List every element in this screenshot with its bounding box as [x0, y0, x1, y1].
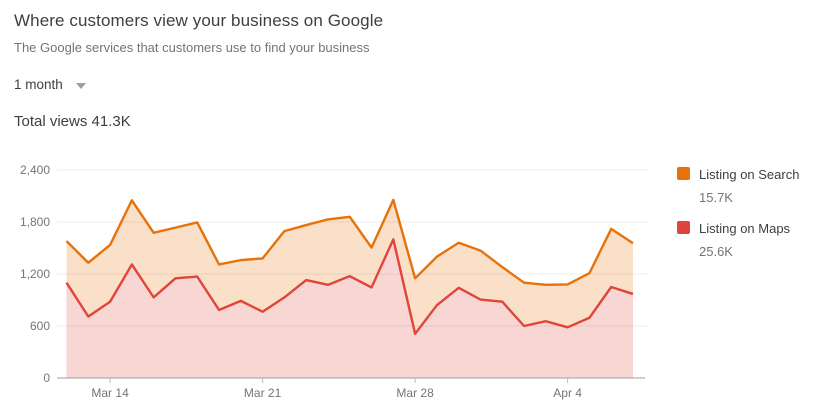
page-title: Where customers view your business on Go… [14, 11, 384, 30]
svg-text:Mar 21: Mar 21 [244, 386, 282, 400]
page-subtitle: The Google services that customers use t… [14, 40, 370, 55]
legend-item-maps: Listing on Maps 25.6K [677, 220, 799, 259]
svg-text:Mar 28: Mar 28 [396, 386, 434, 400]
views-area-chart: 0 600 1,200 1,800 2,400 Mar 14 Mar 21 Mar 28 Apr… [20, 163, 648, 400]
chart-legend: Listing on Search 15.7K Listing on Maps … [677, 166, 799, 274]
legend-search-value: 15.7K [699, 190, 733, 205]
svg-text:600: 600 [30, 319, 50, 333]
search-series-swatch [677, 167, 690, 180]
maps-series-swatch [677, 221, 690, 234]
total-views-label: Total views 41.3K [14, 113, 131, 130]
svg-text:Mar 14: Mar 14 [91, 386, 129, 400]
svg-text:1,200: 1,200 [20, 267, 50, 281]
legend-maps-value: 25.6K [699, 244, 733, 259]
svg-text:2,400: 2,400 [20, 163, 50, 177]
legend-item-search: Listing on Search 15.7K [677, 166, 799, 205]
time-period-label: 1 month [14, 77, 63, 92]
time-period-dropdown[interactable]: 1 month [14, 77, 86, 92]
svg-text:Apr 4: Apr 4 [553, 386, 582, 400]
legend-maps-label: Listing on Maps [699, 221, 791, 236]
legend-search-label: Listing on Search [699, 167, 800, 182]
svg-text:1,800: 1,800 [20, 215, 50, 229]
chevron-down-icon [75, 82, 86, 89]
svg-text:0: 0 [43, 371, 50, 385]
